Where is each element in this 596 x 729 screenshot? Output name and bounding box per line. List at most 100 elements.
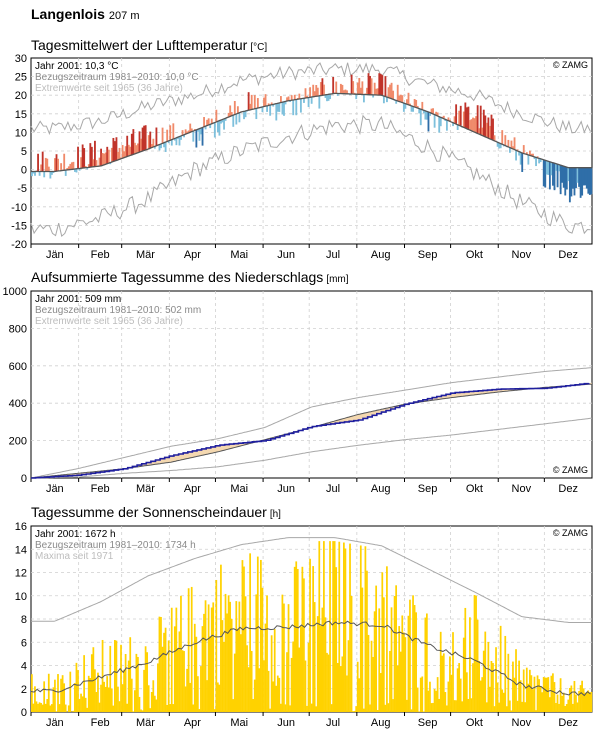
temp-anomaly-bar: [112, 137, 115, 162]
sun-daily-bar: [575, 694, 577, 712]
temp-extreme-max-line: [30, 62, 591, 136]
sun-daily-bar: [361, 587, 364, 712]
temp-anomaly-bar: [456, 124, 459, 130]
sun-daily-bar: [452, 632, 454, 712]
temp-anomaly-bar: [412, 106, 415, 112]
temp-anomaly-bar: [396, 84, 399, 101]
sun-daily-bar: [505, 706, 508, 712]
temp-y-tick-label: 5: [21, 146, 27, 158]
temp-anomaly-bar: [318, 95, 321, 109]
sun-daily-bar: [186, 668, 188, 712]
sun-daily-bar: [44, 703, 47, 712]
temp-anomaly-bar: [335, 81, 338, 94]
sun-daily-bar: [306, 705, 308, 712]
sun-daily-bar: [510, 710, 513, 712]
sun-daily-bar: [40, 702, 42, 712]
temp-anomaly-bar: [550, 161, 553, 176]
temp-anomaly-bar: [542, 159, 545, 187]
temp-anomaly-bar: [395, 100, 398, 104]
sun-daily-bar: [206, 680, 208, 712]
temp-anomaly-bar: [433, 114, 436, 128]
temp-anomaly-bar: [138, 131, 141, 153]
sun-daily-bar: [310, 703, 313, 712]
sun-daily-bar: [227, 595, 230, 712]
temp-anomaly-bar: [249, 103, 252, 111]
precip-month-label: Jän: [46, 483, 64, 495]
sun-daily-bar: [550, 675, 553, 712]
precip-month-label: Feb: [91, 483, 110, 495]
sun-daily-bar: [449, 656, 451, 712]
sun-daily-bar: [69, 671, 72, 712]
temp-anomaly-bar: [224, 118, 227, 121]
sun-daily-bar: [555, 702, 557, 712]
sun-daily-bar: [319, 625, 322, 712]
sun-daily-bar: [133, 690, 136, 712]
sun-daily-bar: [143, 669, 145, 712]
sun-daily-bar: [581, 680, 583, 712]
sun-daily-bar: [293, 566, 296, 712]
temp-anomaly-bar: [304, 88, 307, 99]
sun-daily-bar: [564, 705, 567, 712]
sun-daily-bar: [213, 709, 216, 712]
temp-anomaly-bar: [230, 112, 233, 117]
temp-y-tick-label: 20: [15, 90, 27, 102]
temp-anomaly-bar: [289, 100, 292, 102]
temp-anomaly-bar: [424, 110, 427, 120]
temp-anomaly-bar: [489, 125, 491, 139]
temp-anomaly-bar: [484, 115, 487, 137]
temp-anomaly-bar: [429, 112, 431, 116]
temp-anomaly-bar: [124, 146, 127, 158]
sun-daily-bar: [58, 704, 61, 712]
temp-anomaly-bar: [438, 116, 441, 133]
sun-daily-bar: [196, 676, 199, 712]
sun-daily-bar: [263, 660, 265, 712]
sun-daily-bar: [158, 616, 161, 712]
temp-anomaly-bar: [479, 105, 482, 135]
temp-anomaly-bar: [576, 167, 579, 183]
precip-y-tick-label: 0: [21, 473, 27, 485]
temp-anomaly-bar: [319, 82, 322, 96]
temp-anomaly-bar: [186, 131, 189, 134]
temp-anomaly-bar: [555, 163, 557, 171]
temp-anomaly-bar: [89, 143, 92, 168]
temp-anomaly-bar: [103, 153, 106, 166]
sun-daily-bar: [95, 692, 98, 712]
sun-y-tick-label: 6: [21, 637, 27, 649]
temp-anomaly-bar: [578, 167, 581, 187]
precip-month-label: Jul: [326, 483, 340, 495]
sun-daily-bar: [372, 656, 374, 712]
temp-anomaly-bar: [588, 167, 591, 195]
temp-anomaly-bar: [573, 167, 576, 196]
sun-daily-bar: [364, 546, 367, 712]
temp-anomaly-bar: [163, 143, 166, 148]
temp-anomaly-bar: [339, 83, 342, 94]
temp-anomaly-bar: [198, 128, 201, 141]
temp-anomaly-bar: [261, 107, 264, 113]
sun-daily-bar: [138, 696, 141, 712]
temp-anomaly-bar: [177, 137, 179, 139]
sun-daily-bar: [462, 637, 465, 712]
sun-y-tick-label: 8: [21, 614, 27, 626]
temp-anomaly-bar: [209, 124, 212, 129]
sun-daily-bar: [326, 652, 328, 712]
temp-anomaly-bar: [564, 166, 567, 196]
temp-anomaly-bar: [442, 115, 445, 119]
temp-anomaly-bar: [470, 119, 473, 131]
sun-daily-bar: [123, 669, 125, 712]
sun-daily-bar: [299, 626, 302, 712]
temp-anomaly-bar: [469, 120, 471, 130]
temp-month-label: Jul: [326, 249, 340, 261]
sun-daily-bar: [298, 647, 301, 712]
temp-anomaly-bar: [155, 127, 158, 147]
sun-daily-bar: [487, 641, 490, 712]
precip-month-label: Dez: [558, 483, 578, 495]
sun-daily-bar: [210, 607, 213, 712]
precip-extreme-min-line: [31, 417, 593, 479]
temp-anomaly-bar: [86, 167, 89, 170]
temp-anomaly-bar: [449, 119, 451, 121]
sun-daily-bar: [137, 656, 139, 712]
sun-daily-bar: [276, 675, 279, 712]
temp-anomaly-bar: [312, 84, 315, 97]
sun-daily-bar: [392, 699, 394, 712]
sun-daily-bar: [312, 566, 315, 712]
